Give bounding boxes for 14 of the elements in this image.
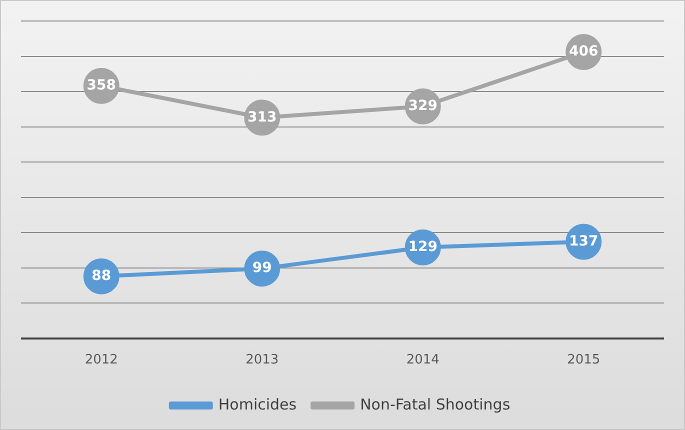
data-label: 129	[408, 239, 438, 256]
x-tick-label: 2012	[84, 352, 118, 368]
data-label: 99	[252, 260, 272, 276]
legend-label: Homicides	[218, 395, 297, 414]
data-label: 313	[248, 109, 277, 126]
x-tick-label: 2015	[567, 352, 600, 368]
x-tick-label: 2014	[406, 352, 440, 368]
legend-label: Non-Fatal Shootings	[360, 395, 510, 414]
x-tick-label: 2013	[246, 352, 279, 368]
data-label: 88	[92, 268, 112, 284]
data-label: 358	[86, 78, 116, 94]
data-label: 137	[569, 233, 598, 250]
data-label: 406	[569, 44, 598, 60]
data-label: 329	[408, 98, 438, 114]
